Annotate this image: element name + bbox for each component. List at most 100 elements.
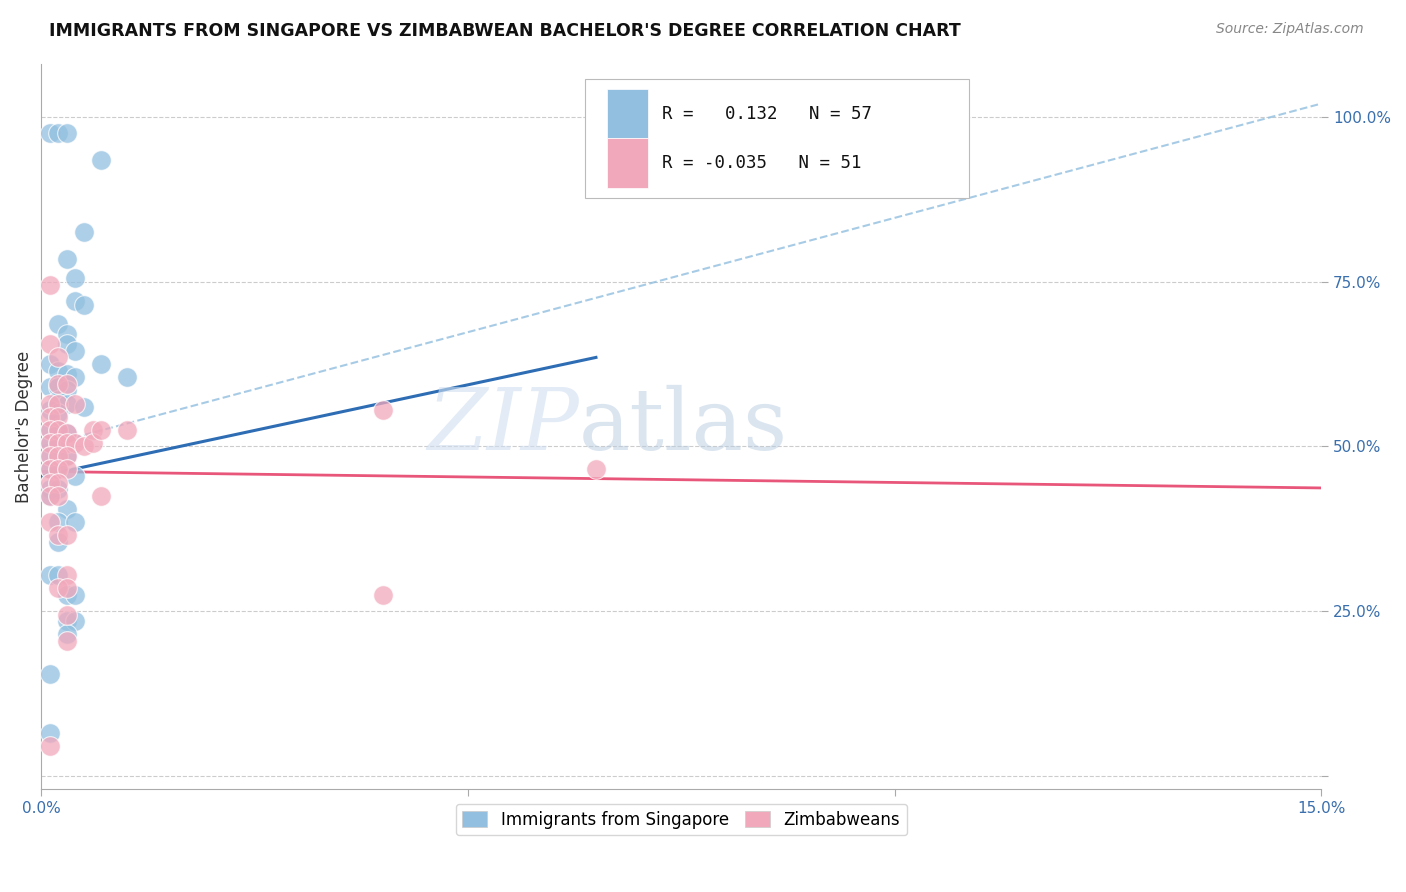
Point [56,633,79,648]
Point [65,396,87,410]
Text: IMMIGRANTS FROM SINGAPORE VS ZIMBABWEAN BACHELOR'S DEGREE CORRELATION CHART: IMMIGRANTS FROM SINGAPORE VS ZIMBABWEAN … [49,22,960,40]
Point [56,614,79,628]
Point [48,439,70,453]
Point [48,483,70,497]
Point [73,439,96,453]
Point [48,423,70,437]
Point [65,294,87,309]
Point [48,568,70,582]
Point [82,423,104,437]
Point [38,436,60,450]
Point [48,423,70,437]
Point [90,153,112,167]
Point [56,252,79,266]
Point [56,450,79,464]
Point [38,403,60,417]
Point [38,409,60,424]
Point [56,581,79,595]
Point [48,407,70,421]
Point [65,515,87,529]
FancyBboxPatch shape [607,89,648,138]
Point [56,528,79,542]
Point [115,423,138,437]
Point [38,515,60,529]
Point [48,376,70,391]
Point [65,343,87,358]
Point [90,423,112,437]
Point [56,327,79,342]
Point [38,462,60,476]
Point [82,436,104,450]
Point [38,357,60,371]
Point [56,607,79,622]
Point [48,489,70,503]
Point [65,614,87,628]
Point [65,436,87,450]
Text: R = -0.035   N = 51: R = -0.035 N = 51 [662,154,862,172]
Point [38,489,60,503]
Point [48,409,70,424]
Point [56,568,79,582]
Point [65,370,87,384]
Point [56,396,79,410]
Point [56,502,79,516]
Point [48,380,70,394]
Point [56,367,79,381]
FancyBboxPatch shape [607,138,648,188]
Point [56,450,79,464]
Point [38,739,60,754]
Point [371,588,394,602]
Point [90,357,112,371]
Point [48,393,70,408]
Point [90,489,112,503]
Point [38,380,60,394]
Point [38,450,60,464]
Point [73,400,96,414]
Point [38,126,60,140]
Point [48,535,70,549]
Point [65,271,87,285]
FancyBboxPatch shape [585,78,969,198]
Point [38,666,60,681]
Point [38,475,60,490]
Point [48,126,70,140]
Point [48,318,70,332]
Point [48,581,70,595]
Point [73,225,96,239]
Point [38,568,60,582]
Point [38,337,60,351]
Point [56,376,79,391]
Point [38,436,60,450]
Text: Source: ZipAtlas.com: Source: ZipAtlas.com [1216,22,1364,37]
Point [56,384,79,398]
Y-axis label: Bachelor's Degree: Bachelor's Degree [15,351,32,503]
Point [48,528,70,542]
Point [48,475,70,490]
Point [48,436,70,450]
Point [56,462,79,476]
Point [56,126,79,140]
Point [38,462,60,476]
Point [73,298,96,312]
Legend: Immigrants from Singapore, Zimbabweans: Immigrants from Singapore, Zimbabweans [456,804,907,835]
Point [38,277,60,292]
Point [38,489,60,503]
Point [371,403,394,417]
Point [56,436,79,450]
Point [48,515,70,529]
Point [38,483,60,497]
Text: R =   0.132   N = 57: R = 0.132 N = 57 [662,104,872,123]
Point [48,462,70,476]
Point [48,450,70,464]
Point [56,627,79,641]
Point [48,363,70,377]
Point [56,426,79,441]
Point [48,351,70,365]
Point [38,450,60,464]
Point [56,426,79,441]
Text: ZIP: ZIP [427,385,579,468]
Point [48,396,70,410]
Point [38,396,60,410]
Point [56,337,79,351]
Point [65,469,87,483]
